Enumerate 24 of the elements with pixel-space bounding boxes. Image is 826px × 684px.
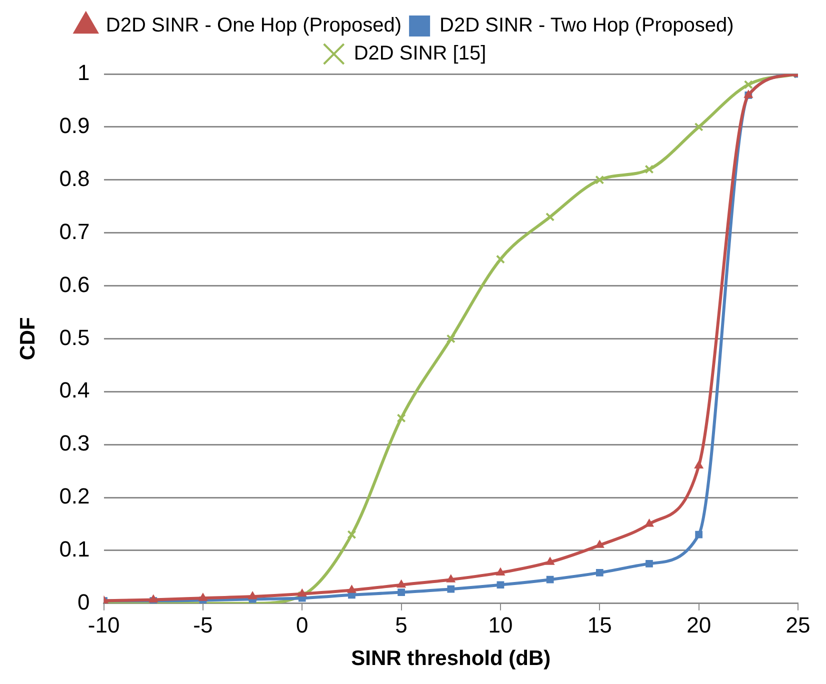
x-tick-label: -5 [193,612,213,638]
x-tick-label: 25 [786,612,810,638]
x-tick-label: 5 [395,612,408,638]
x-tick-label: 20 [686,612,712,638]
x-tick-label: 10 [488,612,513,638]
x-axis-title: SINR threshold (dB) [351,647,551,670]
y-tick-label: 0 [78,589,90,614]
y-tick-label: 1 [78,60,90,86]
y-axis-title: CDF [16,316,40,360]
x-tick-label: -10 [88,612,120,638]
y-tick-label: 0.3 [59,430,90,456]
legend-label: D2D SINR - Two Hop (Proposed) [440,14,734,37]
legend-label: D2D SINR - One Hop (Proposed) [106,14,402,37]
y-tick-label: 0.2 [59,484,90,509]
y-tick-label: 0.5 [59,324,90,350]
x-tick-label: 0 [296,612,308,638]
y-tick-label: 0.8 [59,166,90,191]
y-tick-label: 0.1 [59,536,90,562]
legend-label: D2D SINR [15] [354,42,486,65]
x-tick-label: 15 [587,612,612,638]
y-tick-label: 0.9 [59,113,90,138]
y-tick-label: 0.6 [59,272,90,297]
y-tick-label: 0.4 [59,378,90,403]
y-tick-label: 0.7 [59,218,90,244]
